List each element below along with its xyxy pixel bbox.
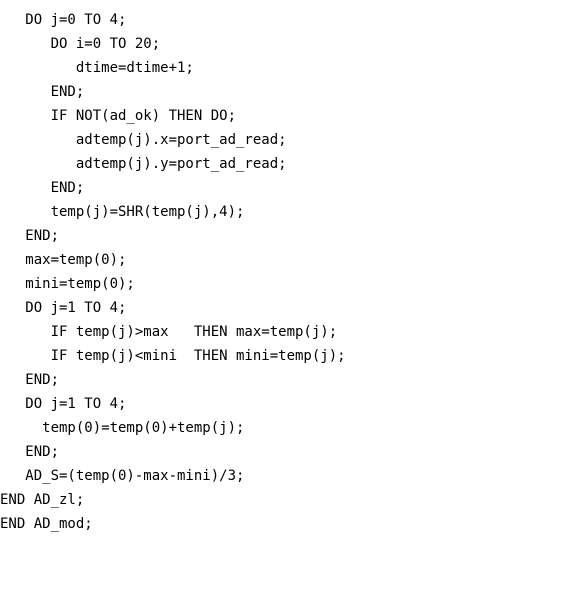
code-line: DO j=1 TO 4; bbox=[0, 296, 570, 320]
code-line: adtemp(j).x=port_ad_read; bbox=[0, 128, 570, 152]
code-line: END; bbox=[0, 80, 570, 104]
code-line: AD_S=(temp(0)-max-mini)/3; bbox=[0, 464, 570, 488]
code-line: DO i=0 TO 20; bbox=[0, 32, 570, 56]
code-line: END AD_zl; bbox=[0, 488, 570, 512]
code-line: IF NOT(ad_ok) THEN DO; bbox=[0, 104, 570, 128]
code-line: temp(0)=temp(0)+temp(j); bbox=[0, 416, 570, 440]
code-line: dtime=dtime+1; bbox=[0, 56, 570, 80]
code-line: temp(j)=SHR(temp(j),4); bbox=[0, 200, 570, 224]
code-line: END; bbox=[0, 224, 570, 248]
code-line: max=temp(0); bbox=[0, 248, 570, 272]
code-line: DO j=0 TO 4; bbox=[0, 8, 570, 32]
code-line: IF temp(j)>max THEN max=temp(j); bbox=[0, 320, 570, 344]
code-line: END; bbox=[0, 440, 570, 464]
code-line: mini=temp(0); bbox=[0, 272, 570, 296]
code-line: END AD_mod; bbox=[0, 512, 570, 536]
code-line: END; bbox=[0, 368, 570, 392]
code-line: IF temp(j)<mini THEN mini=temp(j); bbox=[0, 344, 570, 368]
code-line: adtemp(j).y=port_ad_read; bbox=[0, 152, 570, 176]
code-line: DO j=1 TO 4; bbox=[0, 392, 570, 416]
code-line: END; bbox=[0, 176, 570, 200]
code-block: DO j=0 TO 4; DO i=0 TO 20; dtime=dtime+1… bbox=[0, 0, 570, 536]
